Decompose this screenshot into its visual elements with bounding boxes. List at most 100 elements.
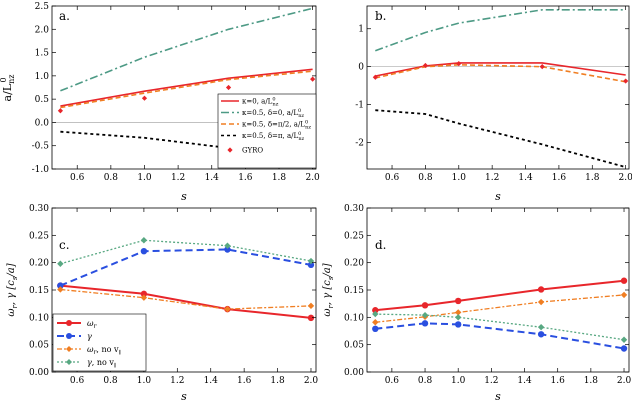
x-tick-label: 0.6 [70, 376, 85, 386]
data-point [455, 321, 462, 328]
series-line-1 [375, 322, 625, 350]
x-tick-label: 2.0 [618, 173, 632, 183]
x-tick-label: 1.2 [484, 376, 498, 386]
data-point [307, 261, 315, 269]
x-tick-label: 1.4 [518, 173, 533, 183]
y-tick-label: 0.00 [29, 368, 49, 378]
legend-label: κ=0.5, δ=0, a/L0 nz [242, 108, 304, 119]
legend-label: ωr, no v∥ [87, 345, 121, 356]
svg-text:a/Lnz0: a/Lnz0 [0, 75, 16, 102]
series-line-3 [375, 313, 625, 341]
y-axis-label: a/Lnz0 [0, 75, 16, 102]
panel-d: 0.6 0.8 1.0 1.2 1.4 1.6 1.8 2.0 0.00 0.05 0.10 0.15… [322, 204, 631, 403]
y-tick-label: -1.0 [32, 165, 50, 175]
x-tick-label: 1.0 [137, 376, 152, 386]
series-line-1 [60, 7, 313, 92]
data-point [307, 314, 315, 322]
panel-label: d. [375, 238, 387, 252]
y-tick-label: 0.05 [29, 341, 49, 351]
legend-label: ωr [87, 319, 98, 330]
x-tick-label: 1.0 [451, 376, 466, 386]
series-line-0 [60, 68, 313, 107]
series-line-0 [60, 284, 312, 319]
x-tick-label: 1.2 [171, 173, 185, 183]
x-tick-label: 2.0 [305, 173, 320, 183]
data-point [224, 305, 231, 313]
data-point [455, 309, 462, 316]
x-tick-label: 1.2 [170, 376, 184, 386]
data-point [537, 286, 545, 293]
x-tick-label: 1.6 [237, 376, 252, 386]
y-axis-label: ωr, γ [cs/a] [322, 263, 335, 316]
data-point [537, 298, 545, 306]
data-point [224, 246, 231, 253]
legend-label: GYRO [242, 147, 263, 155]
svg-text:ωr, γ [cs/a]: ωr, γ [cs/a] [6, 263, 19, 316]
data-point [455, 314, 462, 321]
data-point [421, 302, 429, 309]
panel-a: 0.6 0.8 1.0 1.2 1.4 1.6 1.8 2.0 -1.0 -0.5 0.0 0.5 1.… [0, 2, 320, 203]
x-tick-label: 0.6 [385, 376, 400, 386]
y-tick-label: 2.5 [35, 2, 50, 12]
data-point [57, 282, 64, 289]
data-point [140, 237, 148, 244]
series-line-2 [375, 63, 626, 83]
y-tick-label: 0.00 [344, 368, 364, 378]
data-point [537, 323, 545, 331]
x-axis-label: s [181, 390, 187, 403]
x-tick-label: 0.8 [103, 376, 118, 386]
y-tick-label: 0.0 [35, 118, 50, 128]
x-tick-label: 1.8 [272, 173, 287, 183]
legend-box [217, 93, 317, 169]
data-point [140, 294, 148, 301]
panel-c: 0.6 0.8 1.0 1.2 1.4 1.6 1.8 2.0 0.00 0.05 0.10 0.15… [6, 204, 318, 403]
series-line-1 [60, 248, 312, 287]
data-point [307, 302, 315, 310]
y-tick-label: 0.10 [29, 313, 49, 323]
series-line-3 [375, 109, 626, 168]
data-point [537, 331, 545, 338]
x-tick-label: 0.8 [418, 173, 433, 183]
panel-label: a. [59, 9, 70, 23]
data-point [421, 311, 429, 319]
y-tick-label: 1.5 [35, 49, 50, 59]
legend: κ=0, a/L0 nzκ=0.5, δ=0, a/L0 nzκ=0.5, δ=π/… [217, 93, 317, 169]
data-point [372, 310, 379, 318]
svg-text:ωr, γ [cs/a]: ωr, γ [cs/a] [322, 263, 335, 316]
legend-label: κ=0, a/L0 nz [242, 97, 279, 108]
x-axis-label: s [495, 390, 501, 403]
y-axis-label-sub: nz [7, 75, 16, 84]
gyro-point [372, 74, 378, 80]
y-tick-label: 0.25 [344, 231, 364, 241]
x-tick-label: 0.6 [70, 173, 85, 183]
x-tick-label: 1.6 [552, 173, 567, 183]
series-line-2 [60, 288, 312, 310]
gyro-point [422, 62, 429, 69]
data-point [372, 325, 379, 333]
series-line-2 [60, 70, 313, 109]
data-point [620, 277, 628, 284]
legend-marker [66, 359, 72, 365]
legend-label: γ, no v∥ [87, 358, 116, 369]
data-point [57, 260, 64, 267]
x-tick-label: 1.4 [517, 376, 532, 386]
data-point [455, 297, 462, 305]
y-tick-label: 0.30 [344, 204, 364, 214]
y-tick-label: 0.25 [29, 231, 49, 241]
y-axis-label: ωr, γ [cs/a] [6, 263, 19, 316]
x-axis-label: s [495, 190, 501, 203]
y-tick-label: 0 [358, 63, 364, 73]
plot-frame [366, 5, 630, 170]
y-tick-label: -0.5 [32, 142, 50, 152]
x-tick-label: 2.0 [617, 376, 632, 386]
x-tick-label: 1.4 [204, 376, 219, 386]
x-tick-label: 1.8 [584, 376, 599, 386]
gyro-point [539, 64, 545, 70]
x-tick-label: 1.0 [137, 173, 152, 183]
y-tick-label: 1.0 [35, 72, 50, 82]
x-axis-label: s [181, 190, 187, 203]
y-axis-label-main: a/L [1, 83, 14, 101]
legend-label: γ [87, 332, 92, 341]
legend-marker [66, 346, 72, 352]
x-tick-label: 1.6 [238, 173, 253, 183]
